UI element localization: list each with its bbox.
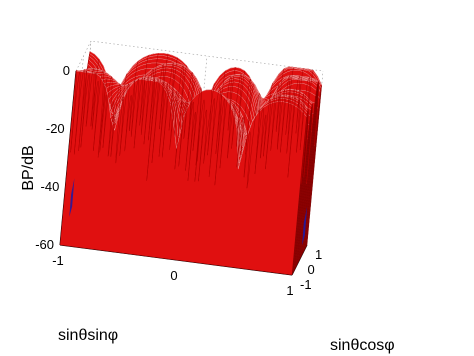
- y-tick-label: 1: [315, 247, 322, 262]
- y-tick-label: -1: [300, 277, 312, 292]
- surface-mesh-line: [254, 82, 274, 174]
- surface-mesh-line: [99, 76, 115, 153]
- surface-mesh-line: [303, 81, 322, 184]
- surface-mesh-line: [70, 51, 91, 155]
- y-tick-label: 0: [308, 262, 315, 277]
- surface-plot: [59, 51, 322, 276]
- surface-mesh-line: [174, 72, 196, 170]
- xlabel-text: sinθcosφ: [330, 337, 395, 354]
- surface-mesh-line: [227, 70, 246, 159]
- surface-mesh-line: [130, 55, 149, 149]
- surface-mesh-line: [207, 70, 226, 177]
- surface-mesh-line: [140, 53, 159, 145]
- surface-mesh-line: [119, 60, 139, 156]
- surface-underside: [69, 178, 75, 217]
- surface-mesh-line: [214, 67, 236, 186]
- surface-mesh-line: [243, 93, 261, 189]
- surface-mesh-line: [169, 64, 187, 150]
- surface-mesh-line: [107, 73, 128, 164]
- surface-mesh-line: [286, 68, 304, 178]
- surface-mesh-line: [277, 67, 295, 153]
- surface-mesh-line: [185, 87, 202, 181]
- tick-labels: 0-20-40-60-101 -101: [35, 63, 322, 298]
- surface-mesh-line: [194, 83, 215, 182]
- ylabel-text: sinθsinφ: [58, 327, 118, 344]
- x-tick-label: 0: [170, 268, 177, 283]
- z-tick-label: 0: [63, 63, 70, 78]
- z-tick-label: -60: [35, 237, 54, 252]
- zlabel-text: BP/dB: [20, 145, 37, 190]
- surface-underside: [302, 206, 308, 246]
- z-tick-label: -20: [46, 121, 65, 136]
- x-tick-label: -1: [52, 253, 64, 268]
- x-tick-label: 1: [286, 283, 293, 298]
- surface-mesh-line: [146, 53, 169, 181]
- surface-mesh-line: [80, 58, 100, 148]
- surface-mesh-line: [265, 68, 285, 170]
- surface-mesh-line: [236, 78, 254, 168]
- grid-line-z: [75, 40, 324, 72]
- surface-mesh-line: [91, 70, 108, 158]
- z-tick-label: -40: [41, 179, 60, 194]
